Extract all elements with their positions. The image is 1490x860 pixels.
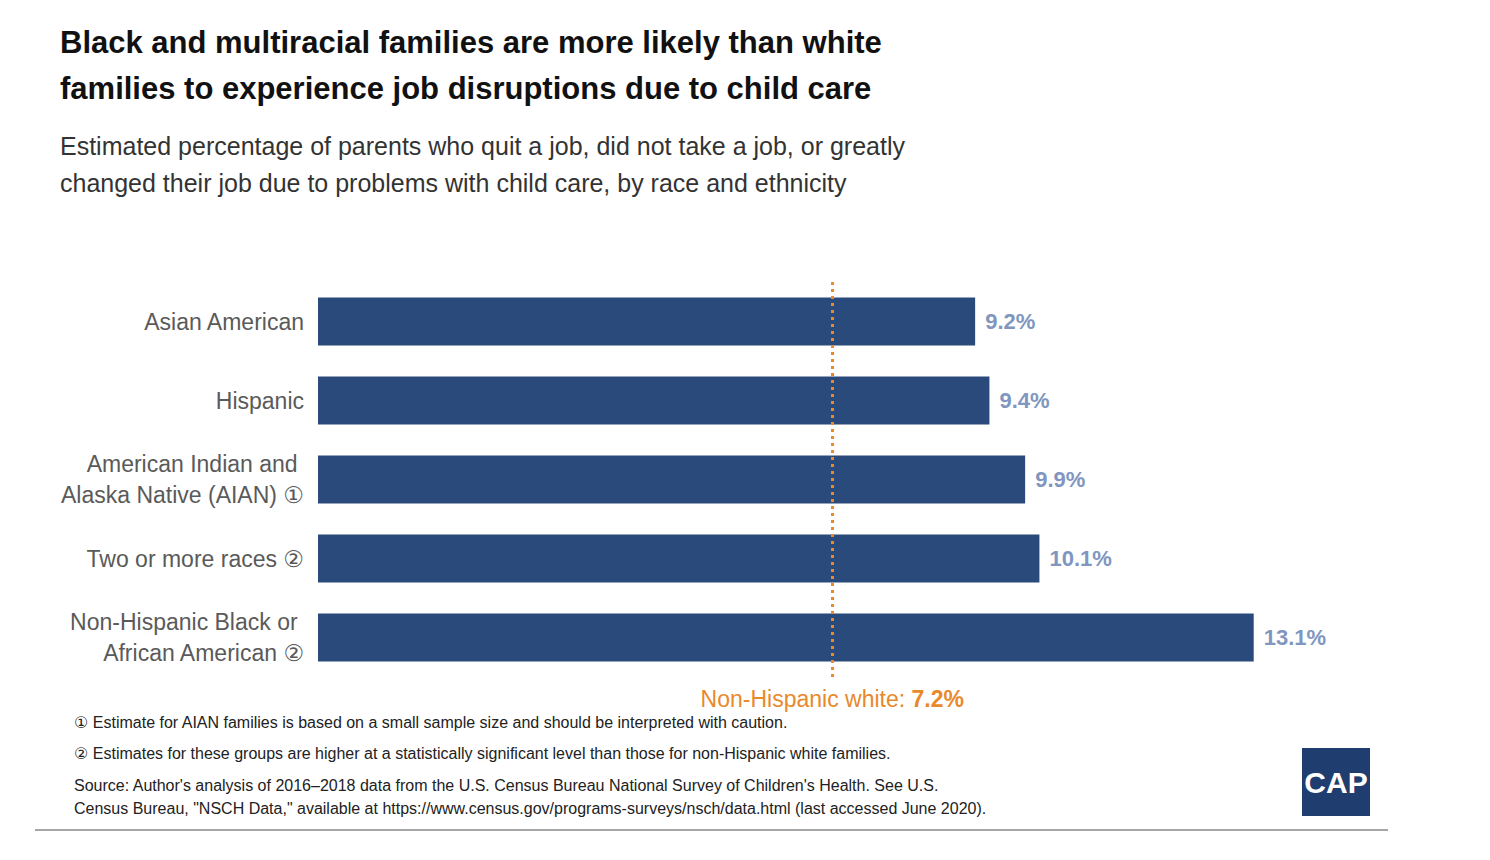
svg-text:① Estimate for AIAN families i: ① Estimate for AIAN families is based on… [74,714,787,731]
svg-text:families to experience job dis: families to experience job disruptions d… [60,71,871,106]
svg-text:changed their job due to probl: changed their job due to problems with c… [60,169,847,197]
svg-text:Census Bureau, "NSCH Data," av: Census Bureau, "NSCH Data," available at… [74,800,986,817]
svg-text:Two or more races ②: Two or more races ② [87,546,304,572]
svg-text:Alaska Native (AIAN) ①: Alaska Native (AIAN) ① [61,482,304,508]
svg-text:Non-Hispanic white:: Non-Hispanic white: [701,686,912,712]
svg-text:Black and multiracial families: Black and multiracial families are more … [60,25,890,60]
svg-text:Non-Hispanic Black or: Non-Hispanic Black or [70,609,304,635]
svg-text:② Estimates for these groups a: ② Estimates for these groups are higher … [74,745,891,762]
svg-text:7.2%: 7.2% [912,686,964,712]
svg-text:Hispanic: Hispanic [216,388,304,414]
svg-text:Source: Author's analysis of 2: Source: Author's analysis of 2016–2018 d… [74,777,943,794]
svg-text:African American ②: African American ② [103,640,304,666]
svg-text:9.4%: 9.4% [999,388,1049,413]
svg-text:10.1%: 10.1% [1049,546,1111,571]
svg-text:13.1%: 13.1% [1264,625,1326,650]
svg-text:Estimated percentage of parent: Estimated percentage of parents who quit… [60,132,912,160]
svg-text:American Indian and: American Indian and [87,451,304,477]
svg-text:9.2%: 9.2% [985,309,1035,334]
svg-text:9.9%: 9.9% [1035,467,1085,492]
svg-text:Asian American: Asian American [144,309,304,335]
svg-text:CAP: CAP [1304,766,1367,799]
